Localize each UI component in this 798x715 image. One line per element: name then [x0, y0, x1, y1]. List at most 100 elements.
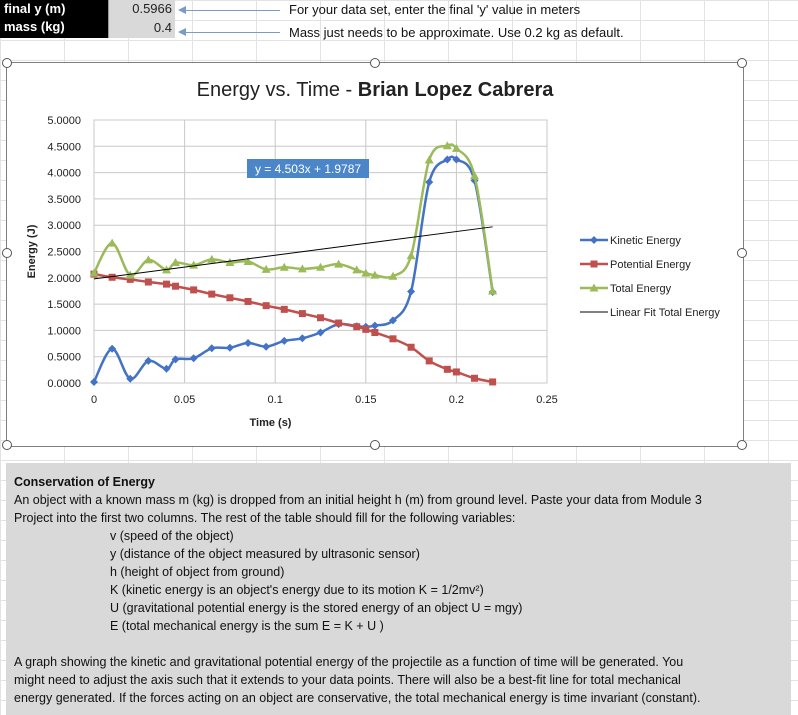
point-potential-energy — [162, 280, 170, 288]
trendline-equation: y = 4.503x + 1.9787 — [255, 162, 361, 176]
final-y-label-cell[interactable]: final y (m) — [0, 0, 108, 18]
point-potential-energy — [317, 314, 324, 322]
variable-item: v (speed of the object) — [110, 529, 234, 543]
arrow-line — [185, 10, 280, 11]
chart-title-prefix: Energy vs. Time - — [197, 79, 358, 101]
resize-handle-icon[interactable] — [2, 58, 12, 68]
series-line-kinetic-energy — [92, 155, 494, 383]
point-kinetic-energy — [388, 316, 397, 325]
point-potential-energy — [262, 302, 270, 310]
instructions-paragraph: energy generated. If the forces acting o… — [14, 691, 701, 705]
mass-label-cell[interactable]: mass (kg) — [0, 18, 108, 38]
series-line-potential-energy — [93, 272, 493, 384]
point-kinetic-energy — [189, 354, 198, 363]
point-kinetic-energy — [244, 339, 253, 348]
x-tick-label: 0.05 — [174, 394, 195, 406]
point-total-energy — [470, 171, 480, 180]
point-kinetic-energy — [162, 364, 171, 373]
point-kinetic-energy — [280, 336, 289, 345]
point-total-energy — [361, 268, 371, 277]
instructions-heading: Conservation of Energy — [14, 475, 155, 489]
point-potential-energy — [126, 275, 134, 283]
x-tick-label: 0.1 — [268, 394, 283, 406]
final-y-note: For your data set, enter the final 'y' v… — [289, 2, 581, 17]
resize-handle-icon[interactable] — [2, 440, 12, 450]
y-tick-label: 4.5000 — [47, 141, 81, 153]
point-potential-energy — [362, 325, 370, 333]
instructions-paragraph: Project into the first two columns. The … — [14, 511, 516, 525]
legend-label-kinetic-energy: Kinetic Energy — [610, 235, 681, 247]
point-kinetic-energy — [425, 178, 434, 187]
chart-title: Energy vs. Time - Brian Lopez Cabrera — [197, 79, 555, 101]
point-potential-energy — [489, 378, 497, 386]
instructions-paragraph: might need to adjust the axis such that … — [14, 673, 681, 687]
point-potential-energy — [208, 290, 216, 298]
mass-value-cell[interactable]: 0.4 — [108, 18, 175, 38]
point-kinetic-energy — [407, 287, 416, 296]
point-total-energy — [89, 268, 99, 277]
x-tick-label: 0.2 — [449, 394, 464, 406]
point-total-energy — [171, 258, 181, 267]
point-potential-energy — [144, 278, 152, 286]
legend-marker-potential-energy — [590, 260, 598, 268]
arrow-left-icon — [178, 6, 186, 14]
arrow-left-icon — [178, 28, 186, 36]
point-total-energy — [352, 265, 362, 274]
y-tick-label: 5.0000 — [47, 115, 81, 127]
chart-svg: Energy vs. Time - Brian Lopez Cabrera 0.0… — [26, 79, 720, 429]
resize-handle-icon[interactable] — [370, 440, 380, 450]
point-potential-energy — [280, 305, 288, 313]
instructions-paragraph: An object with a known mass m (kg) is dr… — [14, 493, 702, 507]
y-tick-label: 0.0000 — [47, 378, 81, 390]
point-kinetic-energy — [90, 377, 98, 386]
mass-note: Mass just needs to be approximate. Use 0… — [289, 25, 624, 40]
point-potential-energy — [298, 310, 306, 318]
y-tick-label: 1.5000 — [47, 299, 81, 311]
point-total-energy — [442, 141, 452, 150]
resize-handle-icon[interactable] — [737, 248, 747, 258]
chart-title-name: Brian Lopez Cabrera — [358, 79, 554, 101]
point-potential-energy — [226, 294, 234, 302]
energy-chart[interactable]: Energy vs. Time - Brian Lopez Cabrera 0.0… — [6, 62, 744, 447]
point-total-energy — [207, 254, 217, 263]
instructions-textbox[interactable]: Conservation of Energy An object with a … — [6, 463, 791, 715]
y-tick-label: 3.5000 — [47, 194, 81, 206]
point-potential-energy — [452, 368, 460, 376]
point-total-energy — [243, 256, 253, 265]
legend-marker-total-energy — [589, 283, 599, 292]
resize-handle-icon[interactable] — [370, 58, 380, 68]
legend-marker-kinetic-energy — [590, 236, 598, 244]
resize-handle-icon[interactable] — [737, 440, 747, 450]
point-total-energy — [143, 255, 153, 264]
point-total-energy — [279, 262, 289, 271]
final-y-value-cell[interactable]: 0.5966 — [108, 0, 175, 18]
variable-item: y (distance of the object measured by ul… — [110, 547, 420, 561]
legend-label-total-energy: Total Energy — [610, 283, 672, 295]
point-potential-energy — [335, 319, 343, 327]
point-total-energy — [488, 286, 498, 295]
point-potential-energy — [389, 335, 397, 343]
variable-item: E (total mechanical energy is the sum E … — [110, 619, 384, 633]
point-total-energy — [334, 259, 344, 268]
point-potential-energy — [353, 323, 361, 331]
trendline-label-box — [247, 159, 369, 178]
point-potential-energy — [407, 343, 415, 351]
point-potential-energy — [190, 286, 198, 294]
point-kinetic-energy — [316, 328, 325, 337]
resize-handle-icon[interactable] — [2, 248, 12, 258]
y-tick-label: 2.5000 — [47, 247, 81, 259]
point-kinetic-energy — [298, 334, 307, 343]
x-tick-label: 0 — [91, 394, 97, 406]
point-total-energy — [370, 270, 380, 279]
instructions-paragraph: A graph showing the kinetic and gravitat… — [14, 655, 684, 669]
legend-label-potential-energy: Potential Energy — [610, 259, 691, 271]
point-total-energy — [451, 143, 461, 152]
trendline-linear-fit-total-energy — [93, 226, 493, 280]
resize-handle-icon[interactable] — [737, 58, 747, 68]
point-potential-energy — [172, 282, 180, 290]
point-kinetic-energy — [171, 355, 180, 364]
x-tick-label: 0.15 — [355, 394, 376, 406]
y-axis-label: Energy (J) — [26, 224, 38, 278]
point-total-energy — [225, 258, 235, 267]
legend-label-linear-fit-total-energy: Linear Fit Total Energy — [610, 307, 720, 319]
